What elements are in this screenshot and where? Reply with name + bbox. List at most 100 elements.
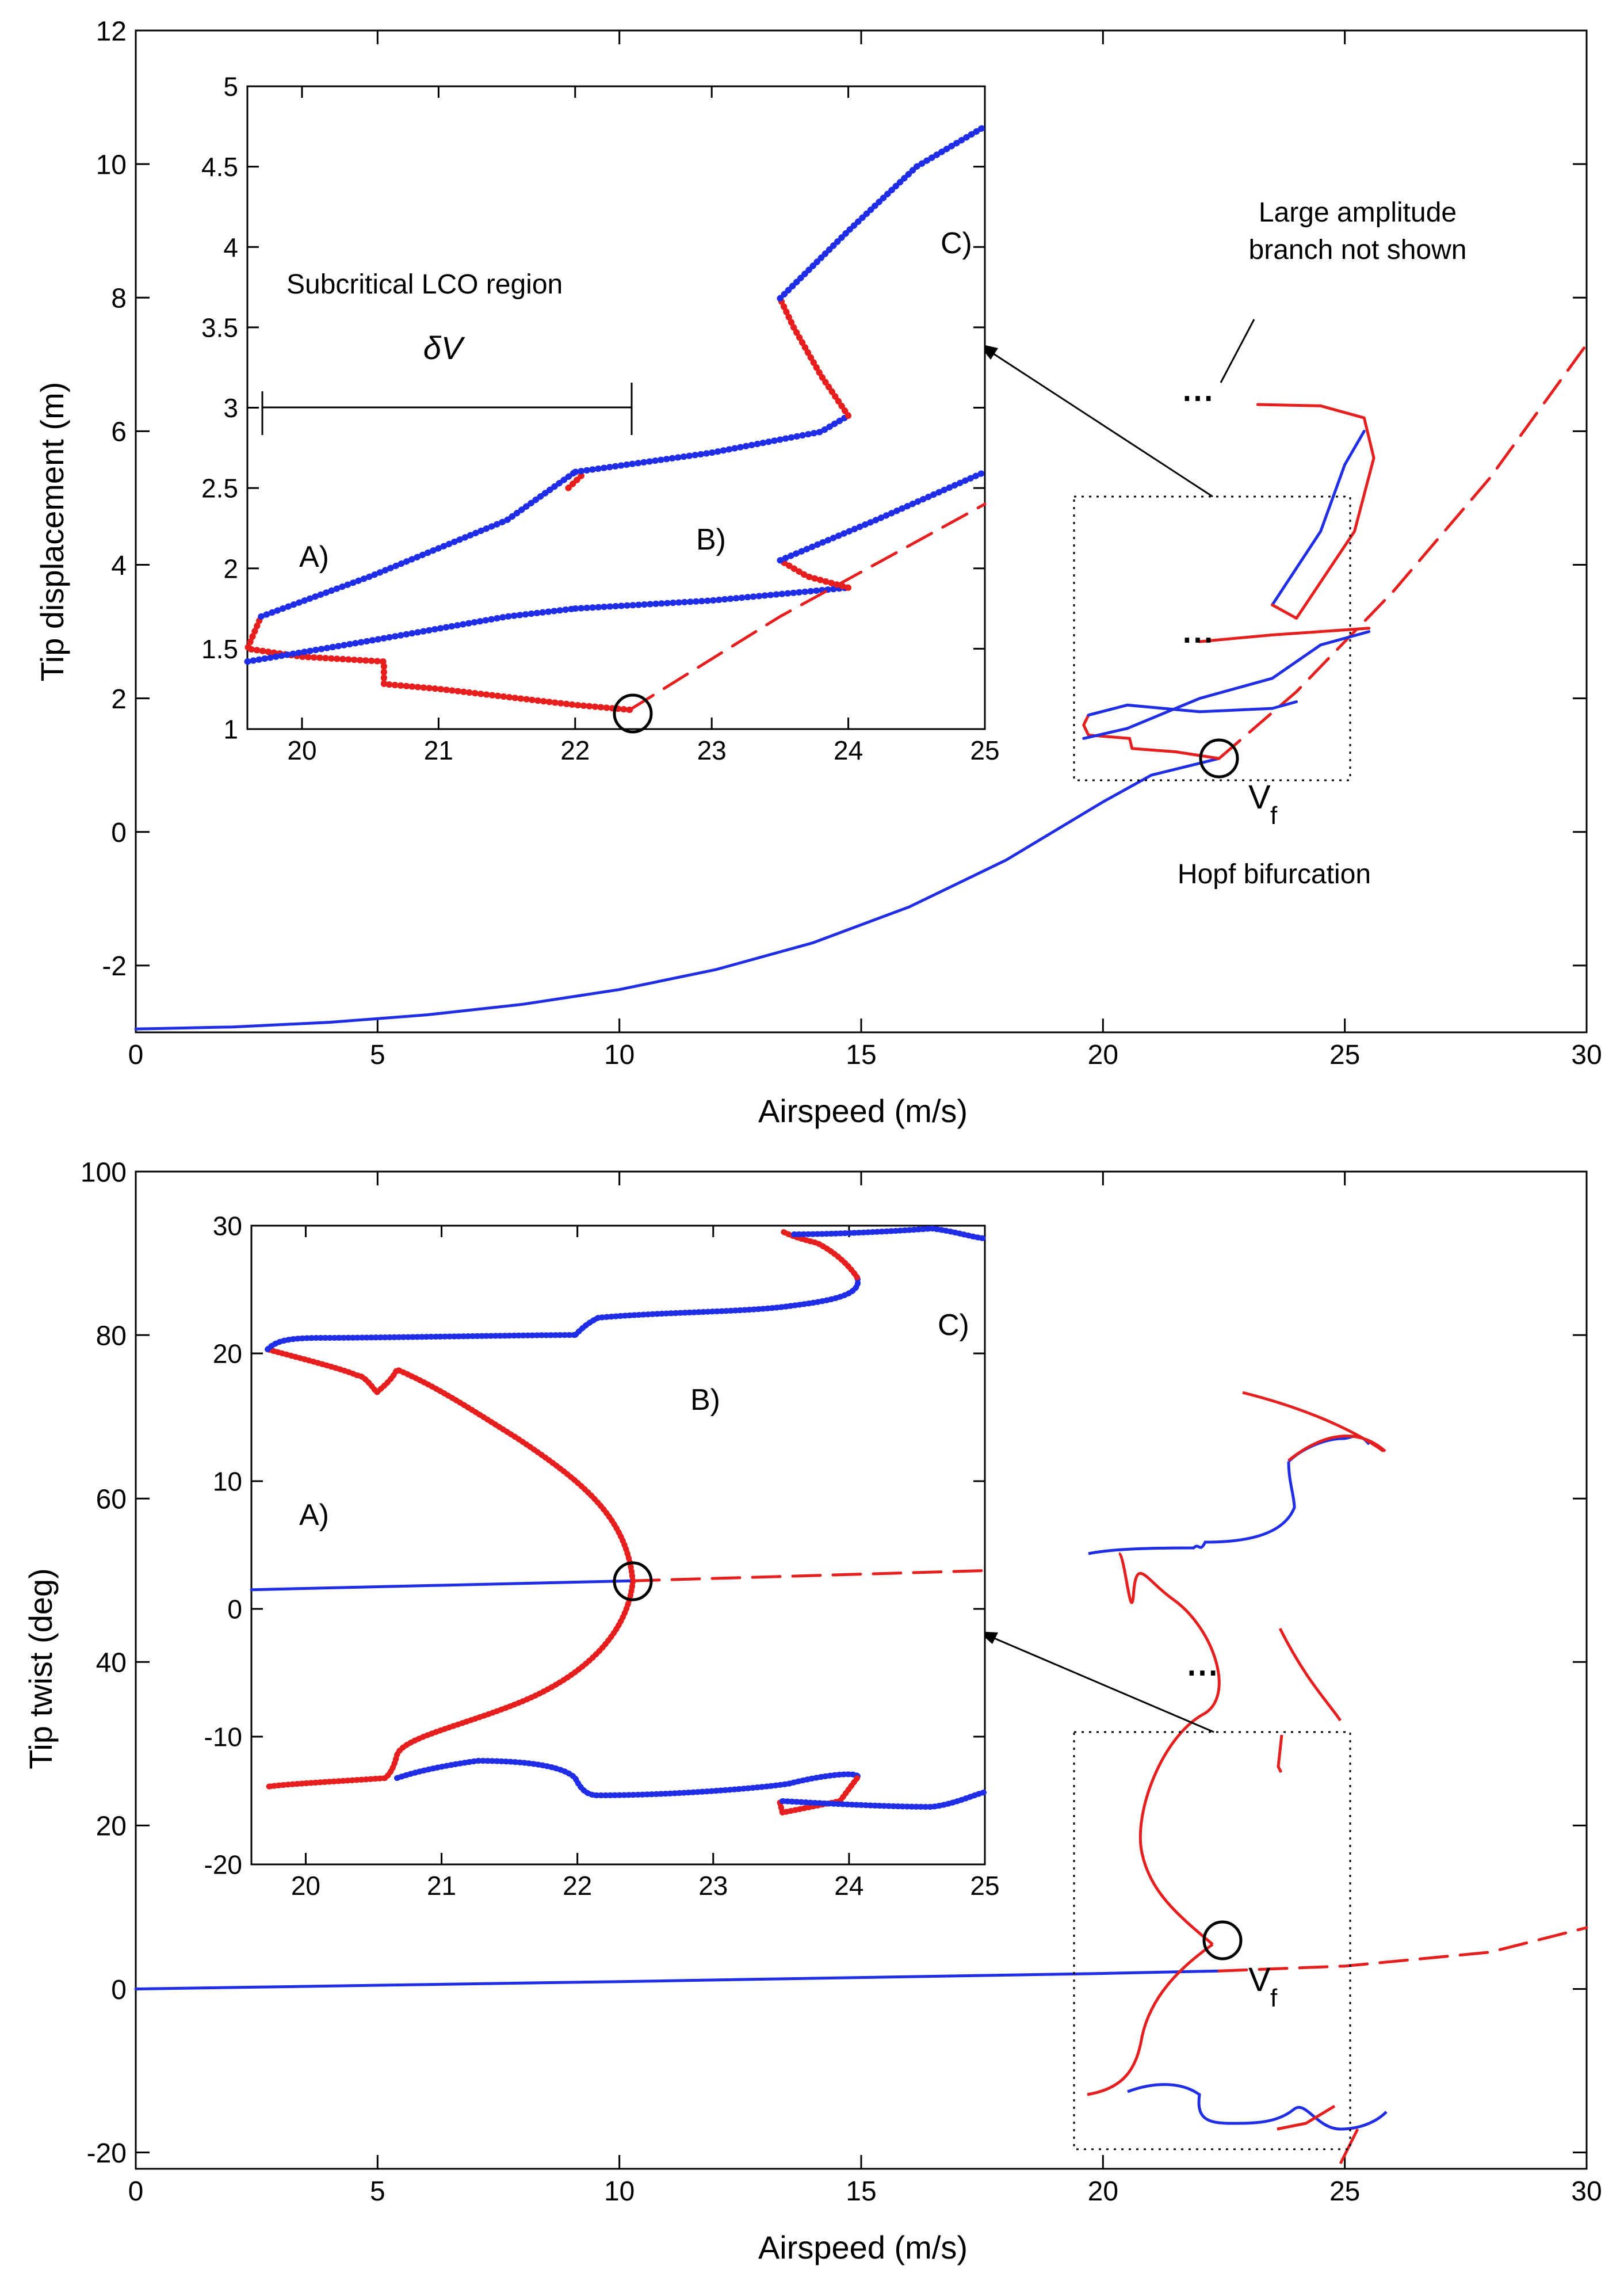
bottom-inset-red-upper [265,1347,636,1584]
top-inset-y-tick-label-0: 1 [223,715,238,745]
top-y-axis-label: Tip displacement (m) [34,382,70,682]
bottom-inset-label-b: B) [690,1383,720,1417]
bottom-inset-x-tick-label-2: 22 [563,1871,592,1901]
top-inset-series-2 [565,472,586,491]
bottom-inset-branches [265,1225,987,1816]
top-inset-y-tick-label-4: 3 [223,393,238,423]
top-zoom-box [1073,495,1351,781]
top-y-tick-label-5: 8 [111,284,127,314]
bottom-inset-y-tick-label-5: 30 [213,1211,242,1241]
bottom-x-tick-label-4: 20 [1088,2176,1118,2207]
bottom-vf-subscript: f [1270,1984,1278,2012]
bottom-series-0 [134,1969,1221,1990]
top-vf-subscript: f [1270,802,1278,830]
top-series-1 [1217,343,1588,760]
top-y-tick-label-3: 4 [111,551,127,581]
top-inset-x-tick-label-1: 21 [424,735,453,765]
top-y-tick-label-7: 12 [96,16,127,47]
bottom-inset-blue-upper [265,1332,578,1352]
top-inset-y-tick-label-3: 2.5 [201,474,238,504]
top-inset-x-tick-label-0: 20 [287,735,316,765]
bottom-y-tick-label-1: 0 [111,1975,127,2005]
bottom-y-tick-label-5: 80 [96,1321,127,1351]
bottom-inset-label-c: C) [938,1309,969,1342]
top-inset-x-tick-label-3: 23 [697,735,727,765]
bottom-inset-y-tick-label-3: 10 [213,1467,242,1497]
bottom-inset-series-0 [250,1579,633,1592]
top-inset-series-0 [244,613,633,713]
top-inset-y-tick-label-6: 4 [223,232,238,262]
bottom-red-branch-right [1277,1627,1342,1773]
top-inset-x-tick-label-2: 22 [560,735,590,765]
top-x-tick-label-5: 25 [1329,1040,1360,1070]
top-inset-x-tick-label-4: 24 [834,735,863,765]
bottom-inset-x-tick-label-3: 23 [698,1871,728,1901]
bottom-ellipsis: ⋯ [1186,1654,1218,1690]
top-inset-series-7 [572,584,852,612]
bottom-inset-blue-upper-right [572,1275,861,1338]
bottom-inset-x-tick-label-4: 24 [834,1871,863,1901]
bottom-inset-series-1 [630,1569,987,1582]
top-y-tick-label-6: 10 [96,150,127,180]
bottom-red-branch-upper [1117,1552,1221,1946]
top-ellipsis-2: ⋯ [1182,621,1214,657]
top-inset-series-10 [628,502,987,711]
bottom-inset-y-tick-label-1: -10 [204,1722,242,1752]
top-inset-label-b: B) [696,523,726,556]
top-hopf-circle [1199,738,1239,779]
top-inset-series-9 [777,468,988,564]
top-vf-label: V [1248,779,1271,816]
top-x-ticks: 0 5 10 15 20 25 30 [128,30,1602,1070]
bottom-inset-blue-bottom [779,1790,987,1810]
bottom-inset-blue-lower [394,1757,861,1799]
bottom-x-tick-label-5: 25 [1329,2176,1360,2207]
top-inset-series-1 [258,468,579,620]
bottom-inset: -20 -10 0 10 20 30 20 21 22 23 24 25 A) B) C) [204,1211,1000,1901]
bottom-inset-x-tick-label-5: 25 [970,1871,999,1901]
top-inset-y-tick-label-5: 3.5 [201,312,238,342]
bottom-inset-red-lower-right [777,1775,860,1816]
top-series-6 [1271,429,1366,607]
top-inset-hopf-circle [613,693,653,734]
subcritical-region-label: Subcritical LCO region [286,269,563,300]
top-x-axis-label: Airspeed (m/s) [758,1093,968,1129]
bottom-y-tick-label-3: 40 [96,1648,127,1679]
large-amplitude-pointer [1220,319,1255,383]
top-ellipsis-1: ⋯ [1182,379,1214,415]
top-series-2 [1082,714,1221,760]
bottom-inset-frame [250,1225,986,1866]
bottom-x-ticks: 0 5 10 15 20 25 30 [128,1172,1602,2207]
bottom-inset-y-tick-label-2: 0 [227,1595,242,1624]
top-curves [134,343,1588,1031]
top-series-4 [1082,630,1371,740]
bottom-y-axis-label: Tip twist (deg) [22,1568,59,1769]
bottom-y-tick-label-2: 20 [96,1811,127,1842]
top-inset-x-ticks: 20 21 22 23 24 25 [287,86,1000,765]
bottom-inset-x-ticks: 20 21 22 23 24 25 [291,1226,1000,1901]
bottom-inset-y-ticks: -20 -10 0 10 20 30 [204,1211,985,1880]
large-amplitude-label-2: branch not shown [1249,235,1467,265]
top-zoom-arrow [984,347,1213,498]
bottom-inset-hopf-circle [613,1561,653,1601]
top-inset-series-6 [244,605,579,665]
bottom-inset-blue-top [791,1225,987,1241]
top-series-3 [1087,700,1298,717]
top-inset-label-a: A) [299,540,329,574]
bottom-inset-x-tick-label-1: 21 [427,1871,456,1901]
top-inset-y-tick-label-1: 1.5 [201,634,238,664]
bottom-inset-y-tick-label-4: 20 [213,1339,242,1369]
bottom-inset-label-a: A) [299,1498,329,1532]
top-y-tick-label-0: -2 [102,951,127,982]
top-inset-series-4 [777,295,852,419]
top-inset-curves [244,123,988,713]
bottom-inset-red-lower [265,1578,636,1790]
bottom-red-branch-lower [1087,1943,1214,2096]
top-y-tick-label-4: 6 [111,417,127,448]
bottom-x-axis-label: Airspeed (m/s) [758,2229,968,2265]
bottom-curves [134,1926,1588,1990]
top-x-tick-label-3: 15 [846,1040,876,1070]
